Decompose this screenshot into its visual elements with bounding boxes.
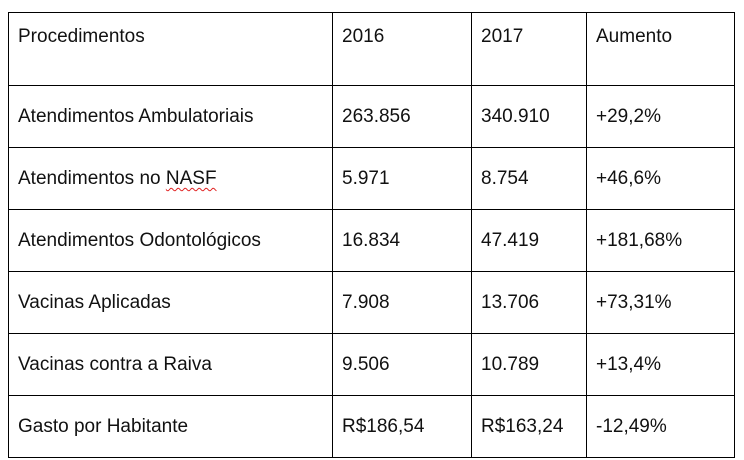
- table-header-row: Procedimentos 2016 2017 Aumento: [8, 12, 735, 86]
- cell-aumento: +46,6%: [586, 147, 735, 210]
- table-row: Atendimentos Ambulatoriais 263.856 340.9…: [8, 85, 735, 148]
- cell-procedimento: Vacinas contra a Raiva: [8, 333, 333, 396]
- cell-2017: R$163,24: [471, 395, 587, 458]
- header-cell-procedimentos: Procedimentos: [8, 12, 333, 86]
- cell-procedimento: Vacinas Aplicadas: [8, 271, 333, 334]
- cell-2017: 8.754: [471, 147, 587, 210]
- table-row: Atendimentos no NASF 5.971 8.754 +46,6%: [8, 147, 735, 210]
- table-row: Atendimentos Odontológicos 16.834 47.419…: [8, 209, 735, 272]
- cell-2016: 263.856: [332, 85, 472, 148]
- cell-aumento: +13,4%: [586, 333, 735, 396]
- header-cell-2016: 2016: [332, 12, 472, 86]
- cell-procedimento: Atendimentos Ambulatoriais: [8, 85, 333, 148]
- cell-2017: 10.789: [471, 333, 587, 396]
- cell-procedimento: Gasto por Habitante: [8, 395, 333, 458]
- cell-2016: R$186,54: [332, 395, 472, 458]
- table-row: Gasto por Habitante R$186,54 R$163,24 -1…: [8, 395, 735, 458]
- cell-procedimento-prefix: Atendimentos no: [18, 168, 166, 189]
- header-cell-aumento: Aumento: [586, 12, 735, 86]
- cell-aumento: +73,31%: [586, 271, 735, 334]
- header-cell-2017: 2017: [471, 12, 587, 86]
- cell-aumento: +181,68%: [586, 209, 735, 272]
- cell-2017: 47.419: [471, 209, 587, 272]
- cell-2016: 16.834: [332, 209, 472, 272]
- cell-2016: 5.971: [332, 147, 472, 210]
- table-row: Vacinas contra a Raiva 9.506 10.789 +13,…: [8, 333, 735, 396]
- cell-aumento: -12,49%: [586, 395, 735, 458]
- cell-2016: 9.506: [332, 333, 472, 396]
- cell-procedimento: Atendimentos no NASF: [8, 147, 333, 210]
- cell-2017: 340.910: [471, 85, 587, 148]
- cell-procedimento: Atendimentos Odontológicos: [8, 209, 333, 272]
- cell-aumento: +29,2%: [586, 85, 735, 148]
- table-row: Vacinas Aplicadas 7.908 13.706 +73,31%: [8, 271, 735, 334]
- spellcheck-marked-word: NASF: [165, 168, 217, 189]
- cell-2017: 13.706: [471, 271, 587, 334]
- procedures-table: Procedimentos 2016 2017 Aumento Atendime…: [8, 12, 735, 458]
- cell-2016: 7.908: [332, 271, 472, 334]
